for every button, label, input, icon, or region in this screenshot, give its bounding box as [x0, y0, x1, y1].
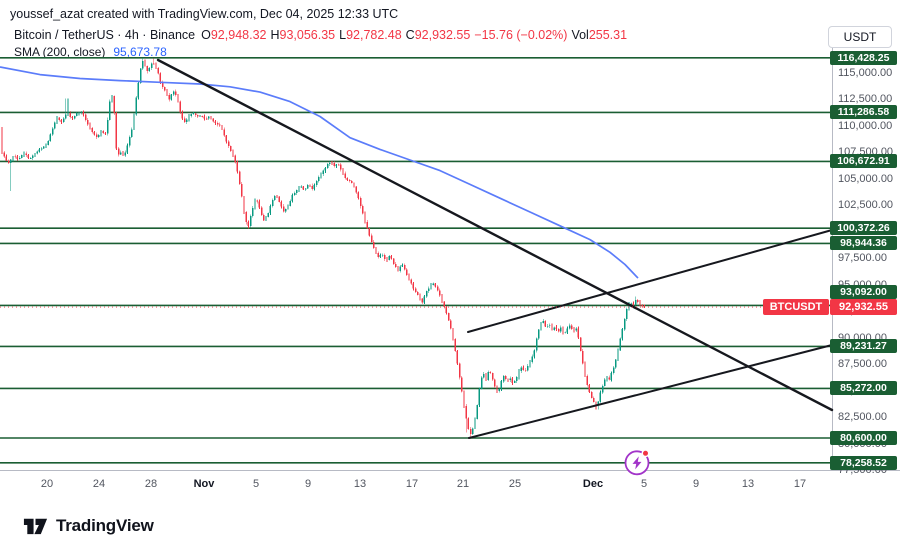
symbol-title[interactable]: Bitcoin / TetherUS · 4h · Binance [14, 28, 196, 42]
tradingview-logo-text: TradingView [56, 515, 154, 535]
price-level-badge: 116,428.25 [830, 50, 897, 65]
price-level-badge: 111,286.58 [830, 105, 897, 120]
ohlc-item: Vol255.31 [571, 28, 628, 42]
indicator-value: 95,673.78 [113, 45, 167, 59]
price-level-badge: 106,672.91 [830, 154, 897, 169]
sma-200-line[interactable] [0, 66, 639, 279]
time-tick-label: 28 [144, 478, 158, 490]
legend-symbol-row[interactable]: Bitcoin / TetherUS · 4h · Binance O92,948… [14, 28, 631, 43]
tradingview-logo[interactable]: TradingView [22, 512, 154, 539]
time-tick-label: 13 [741, 478, 755, 490]
time-tick-label: 25 [508, 478, 522, 490]
legend-indicator-row[interactable]: SMA (200, close) 95,673.78 [14, 45, 631, 60]
last-price-symbol-flag: BTCUSDT [763, 299, 829, 316]
price-tick-label: 115,000.00 [838, 66, 893, 79]
ohlc-item: O92,948.32 [201, 28, 267, 42]
time-tick-label: 9 [304, 478, 312, 490]
chart-legend: Bitcoin / TetherUS · 4h · Binance O92,948… [14, 28, 631, 60]
price-level-badge: 78,258.52 [830, 455, 897, 470]
price-tick-label: 97,500.00 [838, 252, 887, 265]
price-tick-label: 105,000.00 [838, 172, 894, 185]
time-tick-label: 20 [40, 478, 54, 490]
ohlc-item: L92,782.48 [339, 28, 402, 42]
time-tick-label: 5 [640, 478, 648, 490]
price-tick-label: 87,500.00 [838, 358, 887, 371]
price-tick-label: 110,000.00 [838, 119, 893, 132]
ohlc-item: H93,056.35 [270, 28, 336, 42]
time-tick-label: 21 [456, 478, 470, 490]
time-tick-label: 24 [92, 478, 106, 490]
time-tick-label: 13 [353, 478, 367, 490]
indicator-name[interactable]: SMA (200, close) [14, 45, 106, 59]
alert-marker[interactable] [624, 449, 650, 476]
ohlc-item: −15.76 (−0.02%) [474, 28, 568, 42]
currency-toggle-button[interactable]: USDT [828, 26, 892, 48]
price-tick-label: 82,500.00 [838, 411, 887, 424]
ascending-channel-upper[interactable] [467, 229, 833, 333]
time-tick-label: Nov [193, 478, 215, 490]
ascending-channel-lower[interactable] [468, 344, 833, 439]
time-tick-label: Dec [582, 478, 604, 490]
time-tick-label: 5 [252, 478, 260, 490]
price-level-badge: 98,944.36 [830, 236, 897, 251]
time-axis-separator [0, 470, 900, 471]
ohlc-values: O92,948.32 H93,056.35 L92,782.48 C92,932.55… [201, 28, 631, 42]
tradingview-logo-icon [23, 518, 48, 535]
lightning-icon [632, 456, 642, 470]
ohlc-item: C92,932.55 [405, 28, 471, 42]
alert-notification-dot [641, 449, 650, 458]
price-tick-label: 102,500.00 [838, 199, 894, 212]
time-tick-label: 17 [793, 478, 807, 490]
price-level-badge: 80,600.00 [830, 431, 897, 445]
last-price-badge: 92,932.55 [830, 299, 897, 316]
attribution-text: youssef_azat created with TradingView.co… [10, 7, 399, 21]
price-tick-label: 112,500.00 [838, 93, 893, 105]
price-level-badge: 100,372.26 [830, 221, 897, 236]
price-axis-separator [832, 48, 833, 470]
candles-series [1, 57, 646, 438]
descending-trendline[interactable] [156, 58, 834, 412]
time-tick-label: 17 [405, 478, 419, 490]
price-level-badge: 85,272.00 [830, 381, 897, 396]
price-chart-pane[interactable] [0, 0, 900, 476]
time-tick-label: 9 [692, 478, 700, 490]
price-level-badge: 93,092.00 [830, 284, 897, 299]
price-level-badge: 89,231.27 [830, 339, 897, 354]
